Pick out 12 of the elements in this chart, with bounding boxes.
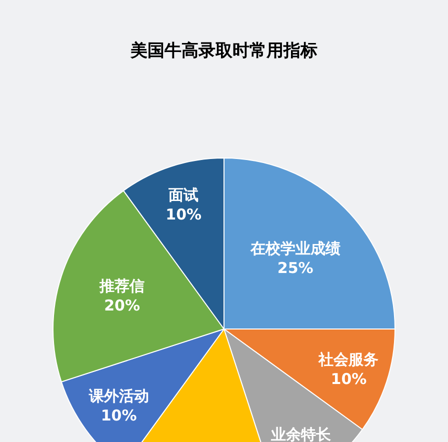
slice-label: 推荐信 (98, 276, 145, 295)
data-label: 25% (277, 258, 314, 277)
slice-label: 社会服务 (318, 350, 379, 369)
data-label: 20% (104, 296, 140, 314)
data-label: 10% (330, 370, 367, 388)
slice-label: 面试 (168, 186, 199, 204)
chart-title: 美国牛高录取时常用指标 (130, 40, 318, 61)
slice-label: 在校学业成绩 (249, 239, 340, 258)
data-label: 10% (166, 206, 202, 224)
slice-label: 课外活动 (88, 387, 149, 406)
slice-label: 业余特长 (270, 426, 332, 442)
data-label: 10% (100, 406, 137, 425)
